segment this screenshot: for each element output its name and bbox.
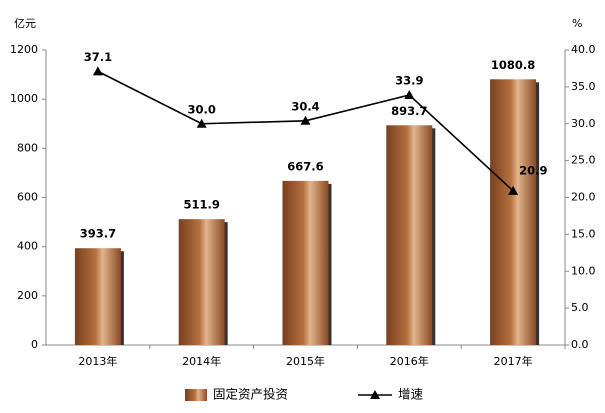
y2-tick-label: 5.0	[571, 301, 589, 314]
line-marker	[404, 89, 415, 99]
bar	[282, 180, 329, 345]
line-value-label: 37.1	[84, 50, 112, 64]
y-tick-label: 200	[17, 289, 38, 302]
bar-value-label: 511.9	[184, 198, 220, 212]
y-tick-label: 400	[17, 240, 38, 253]
line-value-label: 33.9	[395, 73, 423, 87]
y2-tick-label: 25.0	[571, 154, 596, 167]
bar-value-label: 393.7	[80, 227, 116, 241]
y-tick-label: 800	[17, 141, 38, 154]
line-value-label: 30.0	[188, 102, 216, 116]
legend-marker	[370, 390, 381, 399]
bar	[490, 79, 537, 345]
y2-tick-label: 0.0	[571, 338, 589, 351]
x-tick-label: 2017年	[494, 354, 533, 368]
y2-tick-label: 35.0	[571, 80, 596, 93]
legend-swatch	[185, 389, 207, 401]
y2-tick-label: 30.0	[571, 117, 596, 130]
bar	[386, 125, 433, 345]
bar	[178, 219, 225, 345]
x-tick-label: 2016年	[390, 354, 429, 368]
bar-value-label: 1080.8	[491, 58, 535, 72]
y2-tick-label: 10.0	[571, 264, 596, 277]
y2-tick-label: 15.0	[571, 227, 596, 240]
x-tick-label: 2013年	[78, 354, 117, 368]
y-tick-label: 600	[17, 191, 38, 204]
legend-label: 固定资产投资	[213, 387, 288, 402]
y-axis-unit: 亿元	[14, 17, 36, 30]
y2-tick-label: 20.0	[571, 191, 596, 204]
bar-value-label: 893.7	[391, 104, 427, 118]
line-marker	[196, 118, 207, 128]
legend-label: 增速	[398, 387, 424, 402]
x-tick-label: 2015年	[286, 354, 325, 368]
y-tick-label: 0	[31, 338, 38, 351]
line-value-label: 20.9	[519, 163, 547, 177]
line-value-label: 30.4	[291, 99, 319, 113]
y2-tick-label: 40.0	[571, 43, 596, 56]
x-tick-label: 2014年	[182, 354, 221, 368]
bar	[74, 248, 121, 345]
y-tick-label: 1200	[10, 43, 38, 56]
y2-axis-unit: %	[572, 17, 582, 30]
line-marker	[508, 185, 519, 195]
bar-value-label: 667.6	[287, 159, 323, 173]
line-marker	[300, 115, 311, 125]
line-marker	[92, 66, 103, 76]
y-tick-label: 1000	[10, 92, 38, 105]
